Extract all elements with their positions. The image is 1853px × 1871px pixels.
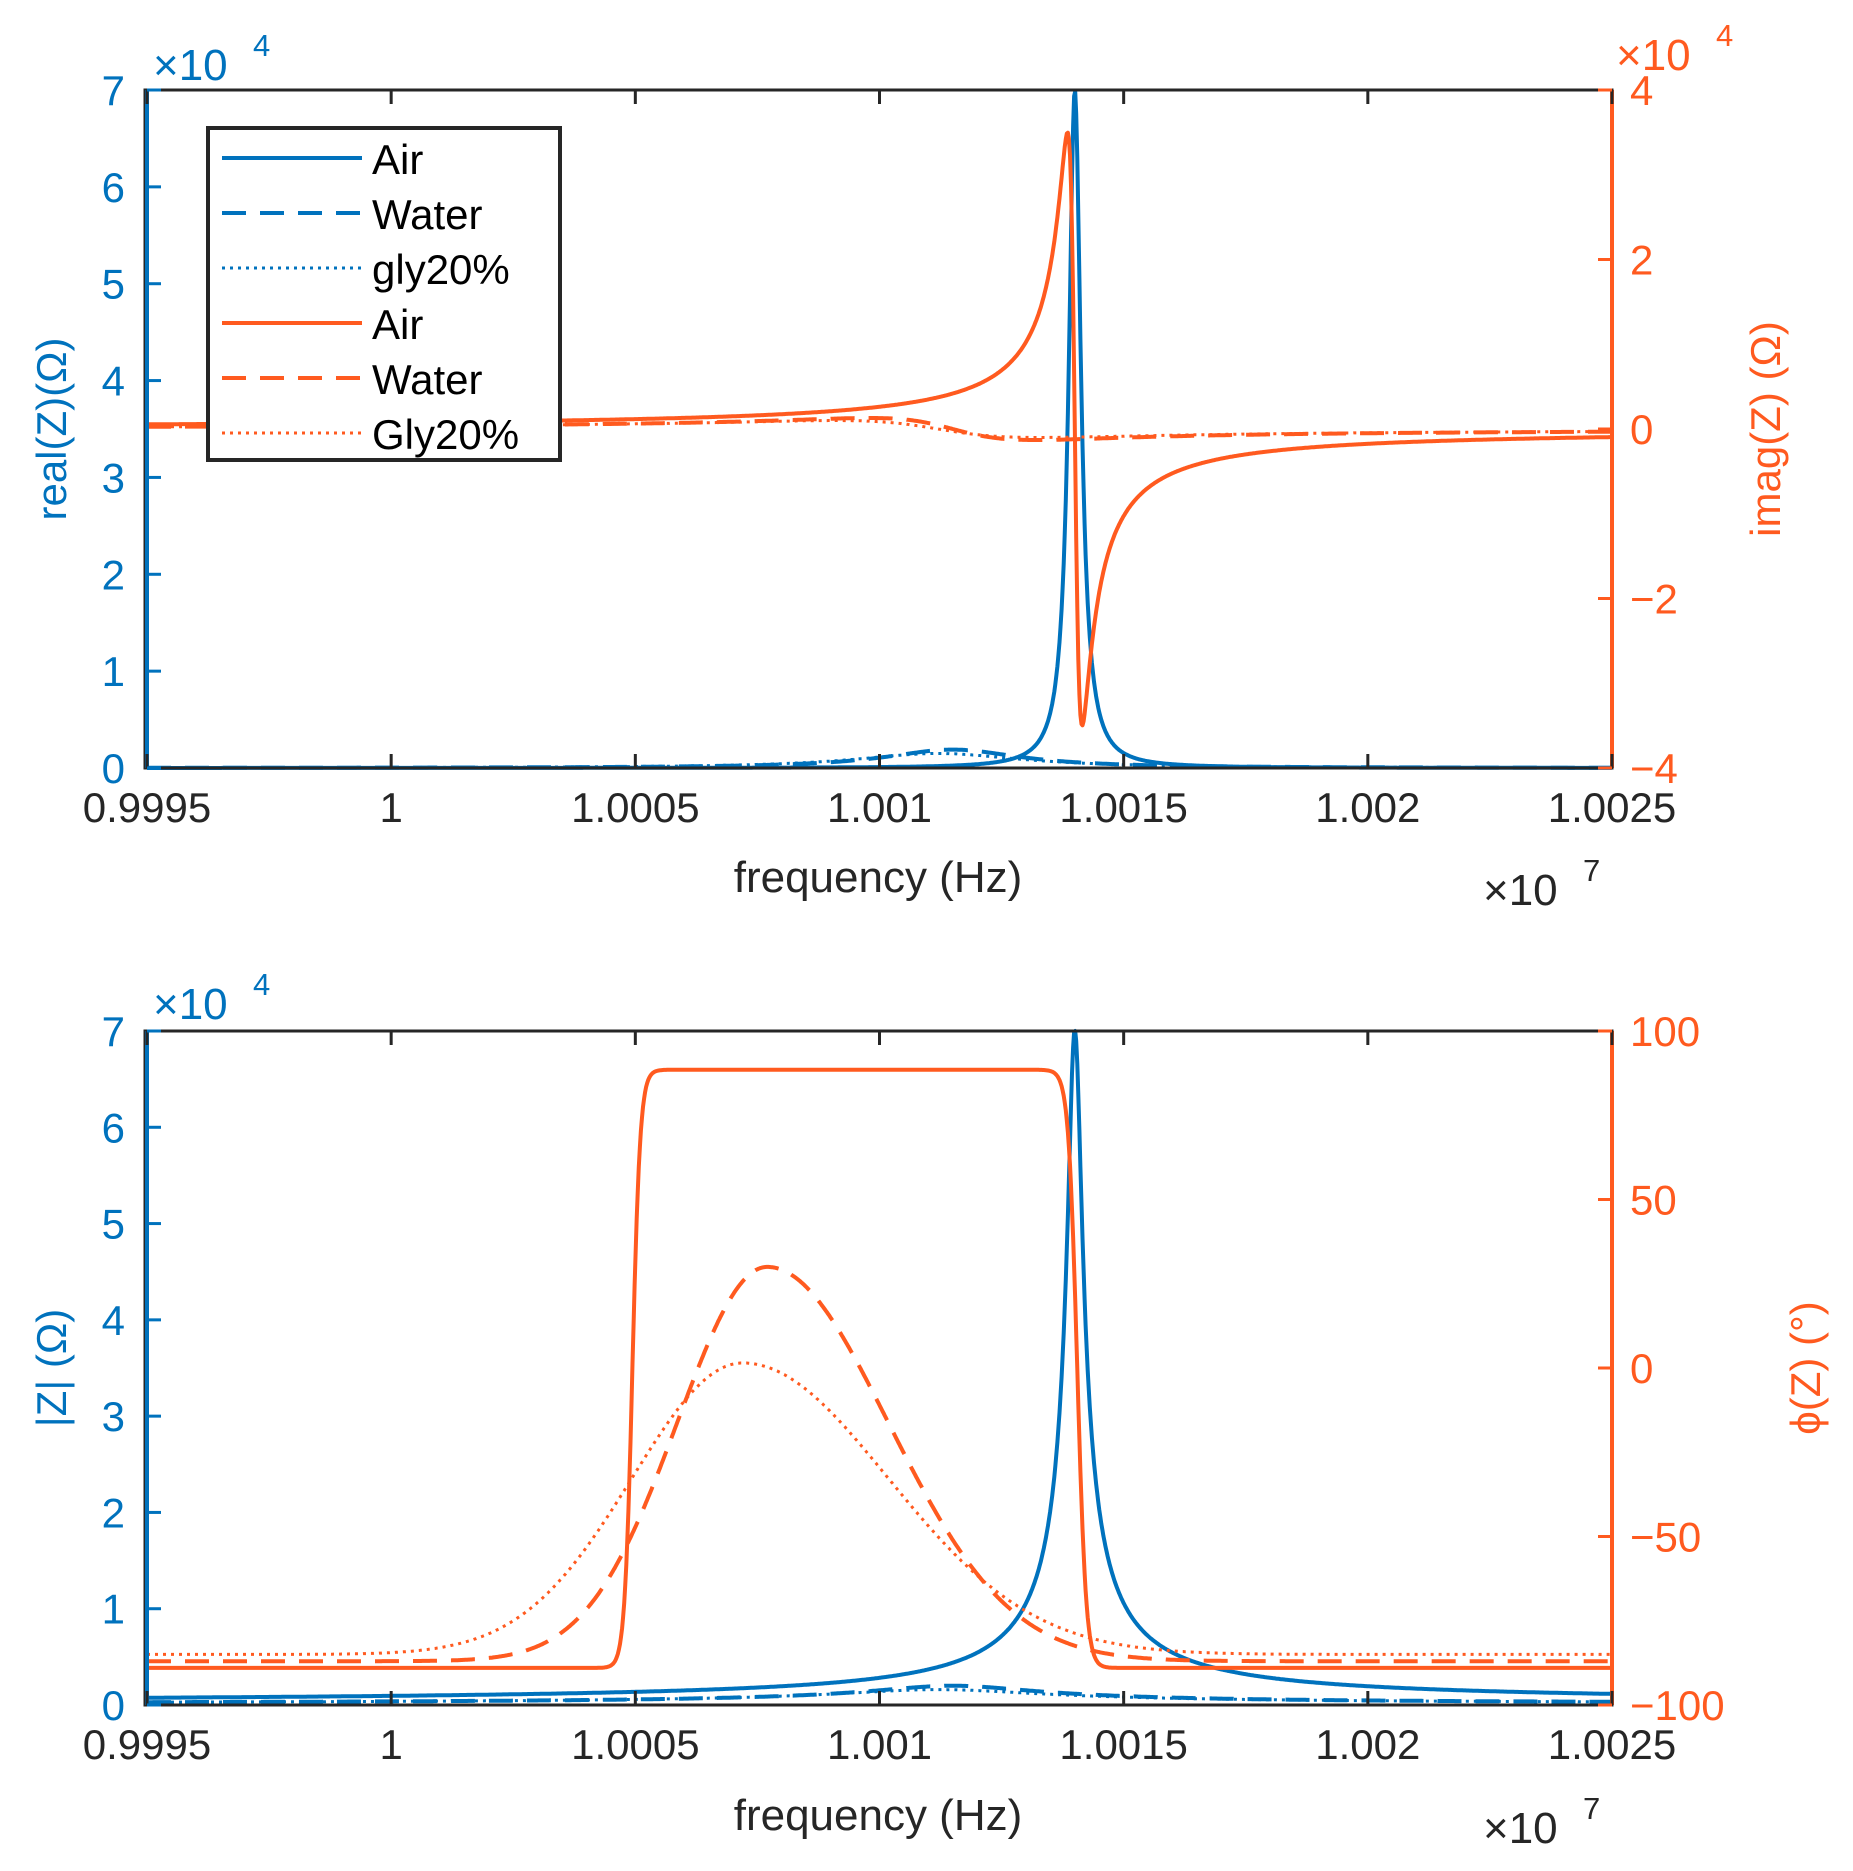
bottom-left-exponent-base: ×10 [153,980,228,1029]
legend-label: Air [372,301,423,348]
legend-label: Gly20% [372,411,519,458]
top-panel: 0.9995 1 1.0005 1.001 1.0015 1.002 1.0025 0 1 2 3 4… [28,18,1789,915]
series-line-air-phase [146,1067,1613,1670]
y-left-tick-label: 1 [102,648,125,695]
y-left-tick-label: 0 [102,745,125,792]
legend-entry-air-imag: Air [222,301,423,348]
legend-label: gly20% [372,246,510,293]
top-left-exponent-base: ×10 [153,41,228,90]
y-left-tick-label: 7 [102,1008,125,1055]
y-right-tick-label: 50 [1630,1177,1677,1224]
x-tick-label: 1.002 [1315,1721,1420,1768]
top-right-exponent-base: ×10 [1616,31,1691,80]
y-right-tick-label: 100 [1630,1008,1700,1055]
y-left-tick-label: 6 [102,1104,125,1151]
y-left-tick-label: 2 [102,551,125,598]
x-tick-label: 1.0015 [1059,1721,1187,1768]
y-right-tick-label: 0 [1630,1345,1653,1392]
y-right-tick-label: −50 [1630,1514,1701,1561]
y-left-tick-label: 0 [102,1682,125,1729]
y-left-tick-label: 4 [102,1297,125,1344]
bottom-x-exponent-power: 7 [1583,1791,1600,1826]
legend-entry-gly-imag: Gly20% [222,411,519,458]
bottom-axes-box [143,1029,1614,1707]
legend-label: Air [372,136,423,183]
legend-entry-gly-real: gly20% [222,246,510,293]
bottom-panel: 0.9995 1 1.0005 1.001 1.0015 1.002 1.0025 0 1 2 3 4… [28,967,1829,1853]
y-left-tick-label: 1 [102,1586,125,1633]
top-xlabel: frequency (Hz) [734,853,1023,902]
top-left-exponent: ×10 4 [153,28,270,90]
x-tick-label: 1.0025 [1548,784,1676,831]
bottom-ylabel-right: ϕ(Z) (°) [1782,1301,1829,1435]
legend: Air Water gly20% Air Water Gly20% [206,126,562,462]
x-tick-label: 1 [379,1721,402,1768]
y-right-tick-label: −2 [1630,576,1678,623]
bottom-xlabel: frequency (Hz) [734,1791,1023,1840]
top-x-exponent-base: ×10 [1483,866,1558,915]
top-ylabel-right: imag(Z) (Ω) [1742,321,1789,537]
bottom-x-exponent-base: ×10 [1483,1804,1558,1853]
y-left-tick-label: 7 [102,67,125,114]
top-right-exponent-power: 4 [1716,18,1733,53]
top-left-exponent-power: 4 [253,28,270,63]
x-tick-label: 0.9995 [83,784,211,831]
x-tick-label: 0.9995 [83,1721,211,1768]
legend-entry-water-imag: Water [222,356,482,403]
bottom-left-exponent-power: 4 [253,967,270,1002]
bottom-x-exponent: ×10 7 [1483,1791,1600,1853]
y-right-tick-label: −4 [1630,745,1678,792]
x-tick-label: 1.0025 [1548,1721,1676,1768]
bottom-ylabel-left: |Z| (Ω) [28,1309,75,1428]
y-left-tick-label: 3 [102,454,125,501]
legend-entry-air-real: Air [222,136,423,183]
y-left-tick-label: 2 [102,1489,125,1536]
x-tick-label: 1.001 [827,784,932,831]
legend-label: Water [372,356,482,403]
y-left-tick-label: 4 [102,358,125,405]
y-right-tick-label: 0 [1630,406,1653,453]
y-left-tick-label: 5 [102,1201,125,1248]
bottom-ticks-group: 0.9995 1 1.0005 1.001 1.0015 1.002 1.0025 0 1 2 3 4… [83,1008,1725,1768]
x-tick-label: 1.001 [827,1721,932,1768]
y-left-tick-label: 6 [102,164,125,211]
series-line-water-phase [146,1264,1613,1664]
legend-entry-water-real: Water [222,191,482,238]
series-line-gly20-phase [146,1361,1613,1656]
series-line-air-z- [146,1029,1613,1700]
bottom-series-group [146,1029,1613,1705]
top-ticks-group: 0.9995 1 1.0005 1.001 1.0015 1.002 1.0025 0 1 2 3 4… [83,67,1678,831]
top-x-exponent-power: 7 [1583,853,1600,888]
x-tick-label: 1 [379,784,402,831]
top-right-exponent: ×10 4 [1616,18,1733,80]
x-tick-label: 1.0005 [571,1721,699,1768]
top-ylabel-left: real(Z)(Ω) [28,337,75,520]
y-left-tick-label: 5 [102,261,125,308]
y-left-tick-label: 3 [102,1393,125,1440]
y-right-tick-label: 2 [1630,237,1653,284]
bottom-left-exponent: ×10 4 [153,967,270,1029]
y-right-tick-label: 4 [1630,67,1653,114]
y-right-tick-label: −100 [1630,1682,1725,1729]
x-tick-label: 1.0015 [1059,784,1187,831]
x-tick-label: 1.0005 [571,784,699,831]
legend-box [206,126,562,462]
legend-label: Water [372,191,482,238]
top-x-exponent: ×10 7 [1483,853,1600,915]
x-tick-label: 1.002 [1315,784,1420,831]
